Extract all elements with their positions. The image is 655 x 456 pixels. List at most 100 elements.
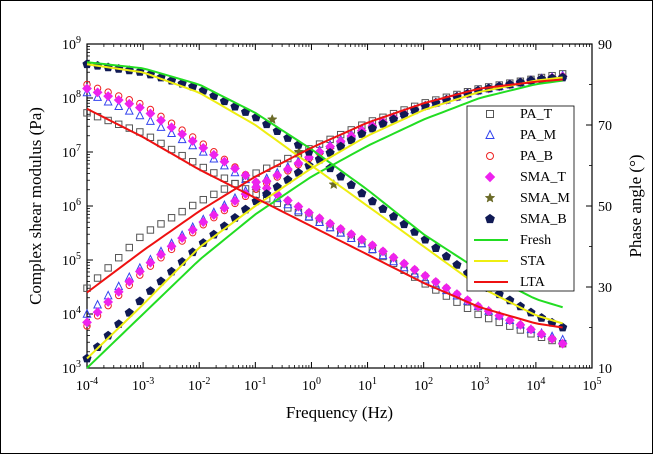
data-point-phase	[557, 338, 568, 349]
data-point-phase	[463, 304, 472, 312]
data-point-phase	[367, 196, 377, 206]
y-left-tick-label: 107	[62, 143, 81, 161]
data-point-phase	[378, 250, 388, 260]
data-point-modulus	[167, 214, 176, 222]
data-point-phase	[167, 128, 177, 138]
x-tick-label: 10-4	[76, 376, 98, 394]
data-point-phase	[177, 134, 187, 144]
data-point-phase	[251, 177, 262, 188]
x-axis-title: Frequency (Hz)	[286, 403, 393, 422]
data-point-phase	[156, 121, 166, 131]
y-left-tick-label: 106	[62, 197, 81, 215]
y-right-tick-label: 10	[598, 362, 612, 377]
data-point-phase	[145, 115, 155, 125]
data-point-phase	[526, 324, 536, 335]
data-point-modulus	[156, 249, 166, 260]
data-point-modulus	[187, 224, 198, 235]
legend-label: Fresh	[520, 233, 551, 248]
data-point-phase	[103, 96, 113, 106]
data-point-modulus	[92, 307, 103, 318]
modulus-curve	[86, 78, 563, 294]
data-point-phase	[335, 223, 346, 234]
data-point-phase	[208, 149, 219, 160]
data-point-modulus	[325, 148, 335, 157]
data-point-modulus	[199, 195, 207, 204]
data-point-phase	[325, 222, 335, 232]
data-point-modulus	[82, 317, 92, 328]
data-point-modulus	[103, 297, 114, 307]
data-point-modulus	[272, 170, 283, 181]
data-point-phase	[367, 240, 378, 251]
data-point-modulus	[124, 307, 134, 317]
data-point-modulus	[113, 286, 124, 297]
data-point-phase	[410, 268, 420, 278]
data-point-phase	[177, 129, 188, 140]
modulus-curve	[86, 76, 563, 360]
data-point-phase	[336, 227, 346, 237]
data-point-phase	[431, 243, 441, 252]
data-point-modulus	[357, 129, 367, 138]
phase-curve	[86, 107, 563, 329]
data-point-modulus	[293, 158, 304, 169]
data-point-phase	[357, 238, 367, 248]
data-point-modulus	[208, 210, 219, 220]
data-point-phase	[198, 142, 209, 153]
data-point-phase	[389, 256, 399, 266]
y-left-tick-label: 105	[62, 251, 81, 269]
data-point-modulus	[328, 178, 340, 190]
data-point-phase	[145, 108, 156, 119]
data-point-modulus	[198, 217, 209, 227]
data-point-phase	[357, 188, 367, 198]
data-point-phase	[336, 171, 346, 181]
data-point-phase	[82, 83, 92, 94]
data-point-modulus	[145, 257, 156, 268]
y-right-tick-label: 70	[598, 119, 612, 134]
data-point-phase	[399, 258, 410, 269]
legend-label: SMA_M	[520, 191, 570, 206]
line-lta	[86, 78, 563, 329]
y-left-tick-label: 103	[62, 359, 81, 377]
legend-marker	[485, 213, 495, 224]
data-point-phase	[134, 102, 145, 113]
x-tick-label: 10-1	[244, 376, 266, 394]
legend-marker	[484, 171, 496, 183]
data-point-phase	[430, 276, 441, 287]
legend-label: LTA	[520, 275, 546, 290]
data-point-modulus	[189, 201, 197, 210]
data-point-phase	[536, 329, 547, 340]
legend-label: SMA_B	[520, 212, 567, 227]
legend-marker	[486, 110, 494, 118]
x-tick-label: 101	[358, 376, 377, 394]
data-point-phase	[166, 122, 177, 133]
y-right-axis-title: Phase angle (°)	[626, 154, 645, 257]
data-point-phase	[356, 234, 367, 245]
data-point-phase	[93, 91, 103, 101]
data-point-phase	[420, 270, 431, 281]
legend-label: SMA_T	[520, 170, 566, 185]
data-point-modulus	[124, 276, 135, 287]
data-point-phase	[325, 218, 336, 229]
data-point-phase	[124, 98, 135, 109]
data-point-modulus	[210, 190, 218, 199]
data-point-phase	[441, 251, 451, 261]
data-point-modulus	[125, 243, 133, 252]
data-point-modulus	[219, 203, 230, 213]
y-right-tick-label: 90	[598, 38, 612, 53]
data-point-phase	[409, 264, 420, 275]
data-point-phase	[304, 207, 314, 218]
data-point-phase	[453, 298, 461, 306]
x-tick-label: 10-3	[132, 376, 154, 394]
y-right-tick-label: 30	[598, 281, 612, 296]
x-tick-label: 104	[526, 376, 545, 394]
data-point-phase	[452, 260, 462, 269]
x-tick-label: 100	[302, 376, 321, 394]
data-point-modulus	[115, 254, 123, 262]
modulus-curve	[86, 79, 563, 369]
data-point-phase	[124, 105, 134, 115]
data-point-phase	[346, 180, 356, 189]
data-point-phase	[547, 333, 557, 344]
data-point-modulus	[82, 308, 92, 318]
x-tick-label: 10-2	[188, 376, 210, 394]
data-point-phase	[240, 170, 251, 181]
